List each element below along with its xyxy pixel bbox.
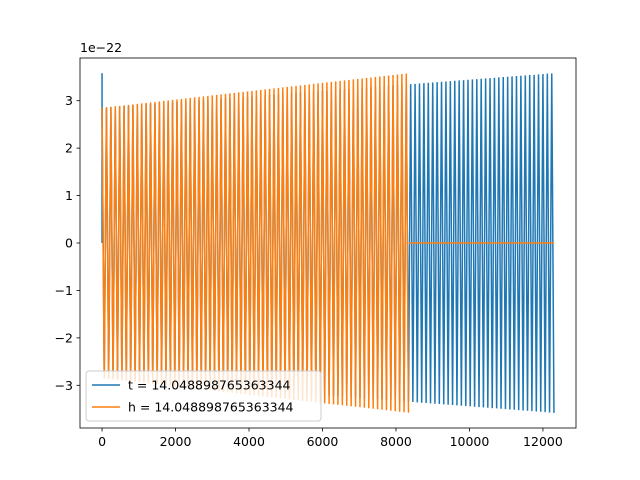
y-tick-label: 3 [65,93,73,108]
series-line-2 [101,73,410,413]
x-tick-label: 10000 [450,434,490,449]
legend-box [85,370,322,422]
x-tick-label: 0 [98,434,106,449]
legend-label-1: t = 14.048898765363344 [128,378,291,393]
y-tick-label: −2 [55,330,73,345]
legend-label-2: h = 14.048898765363344 [128,400,294,415]
y-tick-label: 2 [65,141,73,156]
series-layer [101,73,555,413]
x-tick-label: 12000 [523,434,563,449]
y-offset-text: 1e−22 [80,40,122,55]
x-tick-label: 6000 [307,434,339,449]
x-tick-label: 8000 [380,434,412,449]
x-tick-label: 4000 [233,434,265,449]
legend: t = 14.048898765363344 h = 14.04889876536… [85,370,322,422]
y-tick-label: 0 [65,236,73,251]
y-tick-label: −3 [55,378,73,393]
y-tick-label: 1 [65,188,73,203]
axes-layer: 0 2000 4000 6000 8000 10000 12000 −3 −2 −1 0 1 2 3 [55,57,577,449]
x-tick-label: 2000 [160,434,192,449]
y-tick-label: −1 [55,283,73,298]
